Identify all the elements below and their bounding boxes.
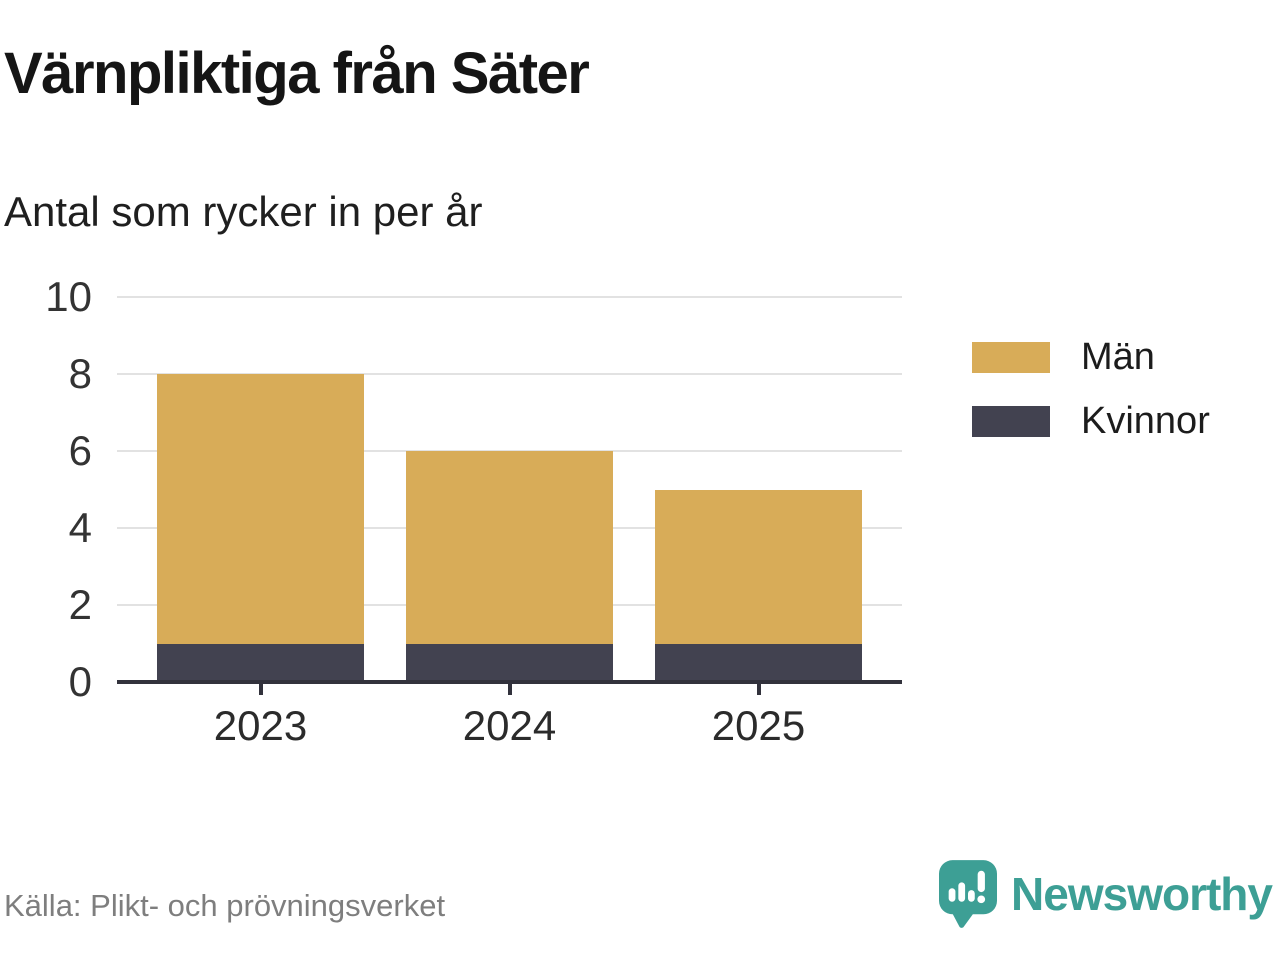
bar-segment-women xyxy=(406,643,613,682)
y-axis-tick-label: 6 xyxy=(68,427,92,474)
x-axis-label: 2023 xyxy=(213,702,308,749)
y-axis-tick-label: 10 xyxy=(45,273,92,320)
bar-segment-women xyxy=(655,643,862,682)
y-axis-tick-label: 2 xyxy=(68,581,92,628)
newsworthy-speech-bubble-chart-icon xyxy=(939,860,998,928)
legend-item: Kvinnor xyxy=(972,402,1210,440)
newsworthy-wordmark: Newsworthy xyxy=(1011,868,1273,920)
x-axis-tick xyxy=(507,682,512,695)
y-axis-tick-label: 8 xyxy=(68,350,92,397)
gridline xyxy=(117,296,902,298)
x-axis-label: 2024 xyxy=(462,702,557,749)
chart-title: Värnpliktiga från Säter xyxy=(4,41,590,106)
legend: Män Kvinnor xyxy=(972,338,1210,466)
legend-swatch xyxy=(972,405,1050,437)
x-axis-tick xyxy=(756,682,761,695)
y-axis-tick-label: 0 xyxy=(68,658,92,705)
source-text: Källa: Plikt- och prövningsverket xyxy=(4,888,446,923)
legend-label: Män xyxy=(1081,336,1155,378)
x-axis-label: 2025 xyxy=(711,702,806,749)
bar-segment-men xyxy=(157,374,364,644)
bar-segment-men xyxy=(655,489,862,644)
x-axis-line xyxy=(117,680,902,684)
legend-swatch xyxy=(972,341,1050,373)
newsworthy-logo: Newsworthy xyxy=(939,860,1273,928)
x-axis-tick xyxy=(258,682,263,695)
y-axis-tick-label: 4 xyxy=(68,504,92,551)
legend-label: Kvinnor xyxy=(1081,400,1210,442)
gridline xyxy=(117,373,902,375)
legend-item: Män xyxy=(972,338,1210,376)
bar-segment-men xyxy=(406,451,613,644)
bar-segment-women xyxy=(157,643,364,682)
chart-subtitle: Antal som rycker in per år xyxy=(4,188,483,235)
